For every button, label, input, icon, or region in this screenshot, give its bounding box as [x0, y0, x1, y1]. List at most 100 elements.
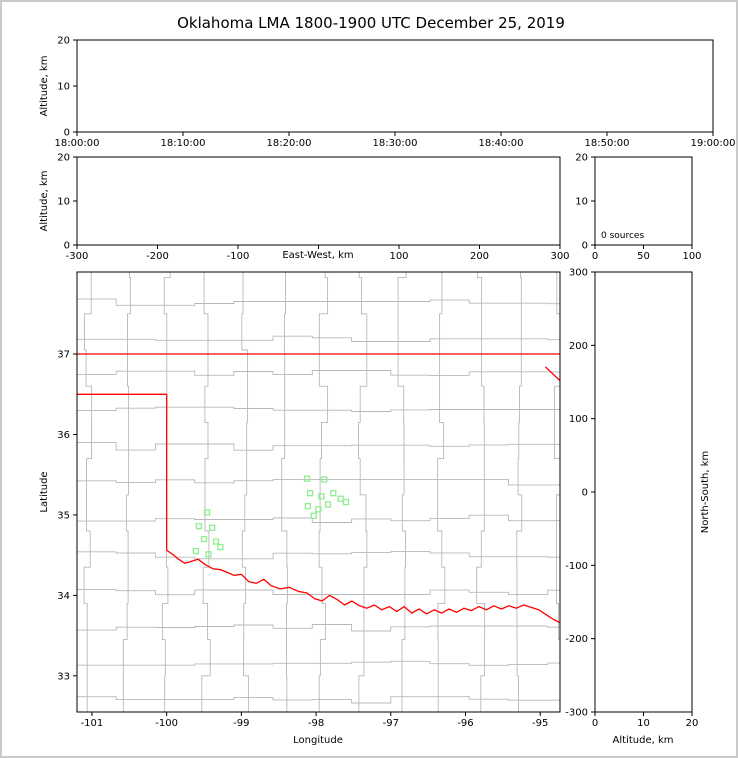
lma-station-marker: [209, 524, 216, 531]
histogram-panel: 0 50 100 0 10 20: [575, 153, 701, 263]
lma-station-marker: [337, 495, 344, 502]
tick-label: -300: [66, 251, 89, 262]
tick-label: 36: [57, 430, 70, 441]
ew-height-panel: -300 -200 -100 100 200 300 0 10 20: [57, 153, 569, 263]
county-line: [77, 624, 560, 632]
county-line: [516, 272, 523, 712]
ns-height-xlabel: Altitude, km: [613, 735, 674, 746]
panel-frame: [76, 156, 561, 246]
ns-height-ylabel: North-South, km: [700, 451, 711, 534]
tick-label: 19:00:00: [691, 138, 736, 149]
lma-station-marker: [321, 476, 328, 483]
tick-label: -300: [565, 708, 588, 719]
lma-station-marker: [200, 535, 208, 543]
county-line: [77, 406, 560, 412]
tick-label: 100: [682, 251, 701, 262]
county-line: [201, 272, 211, 712]
tick-label: 0: [592, 251, 598, 262]
tick-label: 18:20:00: [267, 138, 312, 149]
lma-station-marker: [303, 475, 311, 482]
tick-label: 18:30:00: [373, 138, 418, 149]
county-line: [358, 272, 368, 712]
tick-label: 18:40:00: [479, 138, 524, 149]
county-line: [77, 696, 560, 704]
tick-label: -200: [146, 251, 169, 262]
tick-label: 18:00:00: [55, 138, 100, 149]
map-panel: -101 -100 -99 -98 -97 -96 -95 37 36 35 34 33: [57, 271, 561, 729]
lma-station-marker: [306, 490, 314, 497]
tick-label: 0: [64, 241, 70, 252]
county-line: [77, 660, 560, 666]
county-line: [77, 514, 560, 523]
tick-label: 10: [575, 197, 588, 208]
county-line: [77, 550, 560, 560]
lma-station-marker: [212, 538, 220, 545]
county-line: [77, 335, 560, 342]
figure-title: Oklahoma LMA 1800-1900 UTC December 25, …: [177, 14, 565, 32]
tick-label: 20: [57, 153, 70, 164]
generated-plot-content: 18:00:00 18:10:00 18:20:00 18:30:00 18:40:00…: [55, 36, 736, 730]
tick-label: 10: [637, 718, 650, 729]
ew-height-xlabel: East-West, km: [282, 250, 353, 261]
tick-label: 50: [637, 251, 650, 262]
tick-label: 33: [57, 671, 70, 682]
county-line: [77, 442, 560, 451]
panel-frame: [76, 271, 561, 713]
lma-station-marker: [304, 502, 312, 510]
lma-station-marker: [330, 490, 337, 497]
tick-label: 20: [57, 36, 70, 47]
lma-station-marker: [203, 509, 211, 516]
tick-label: 300: [550, 251, 569, 262]
county-line: [476, 272, 486, 712]
state-border-line: [544, 366, 560, 382]
lma-station-marker: [324, 501, 332, 508]
county-line: [281, 272, 288, 712]
tick-label: 0: [592, 718, 598, 729]
lma-station-marker: [195, 523, 202, 530]
tick-label: -200: [565, 634, 588, 645]
tick-label: 0: [582, 488, 588, 499]
lma-station-marker: [342, 498, 350, 506]
lma-station-marker: [192, 547, 199, 555]
county-line: [77, 589, 560, 596]
tick-label: 200: [470, 251, 489, 262]
tick-label: 34: [57, 591, 70, 602]
tick-label: -101: [81, 718, 104, 729]
time-height-panel: 18:00:00 18:10:00 18:20:00 18:30:00 18:40:00…: [55, 36, 736, 150]
lma-station-marker: [318, 493, 325, 500]
map-xlabel: Longitude: [293, 735, 343, 746]
histogram-annotation: 0 sources: [601, 231, 644, 241]
tick-label: 0: [64, 128, 70, 139]
county-line: [122, 272, 131, 712]
tick-label: -95: [532, 718, 548, 729]
tick-label: -100: [565, 561, 588, 572]
county-line: [77, 370, 560, 377]
lma-station-marker: [310, 512, 317, 519]
map-ylabel: Latitude: [39, 471, 50, 512]
tick-label: -98: [308, 718, 324, 729]
tick-label: 200: [569, 341, 588, 352]
panel-frame: [76, 39, 714, 133]
tick-label: 10: [57, 197, 70, 208]
tick-label: 100: [389, 251, 408, 262]
county-line: [241, 272, 249, 712]
tick-label: 20: [686, 718, 699, 729]
tick-label: 10: [57, 82, 70, 93]
lma-station-marker: [217, 543, 224, 551]
time-height-ylabel: Altitude, km: [39, 56, 50, 117]
tick-label: -100: [227, 251, 250, 262]
tick-label: 100: [569, 414, 588, 425]
ns-height-panel: 0 10 20 300 200 100 0 -100 -200 -300: [565, 268, 698, 730]
county-line: [77, 298, 560, 306]
map-content: [77, 272, 560, 712]
tick-label: -97: [383, 718, 399, 729]
county-line: [397, 272, 407, 712]
tick-label: 300: [569, 268, 588, 279]
tick-label: 20: [575, 153, 588, 164]
lma-station-marker: [205, 551, 212, 558]
panel-frame: [594, 271, 693, 713]
lma-station-marker: [315, 506, 322, 513]
tick-label: -99: [233, 718, 249, 729]
